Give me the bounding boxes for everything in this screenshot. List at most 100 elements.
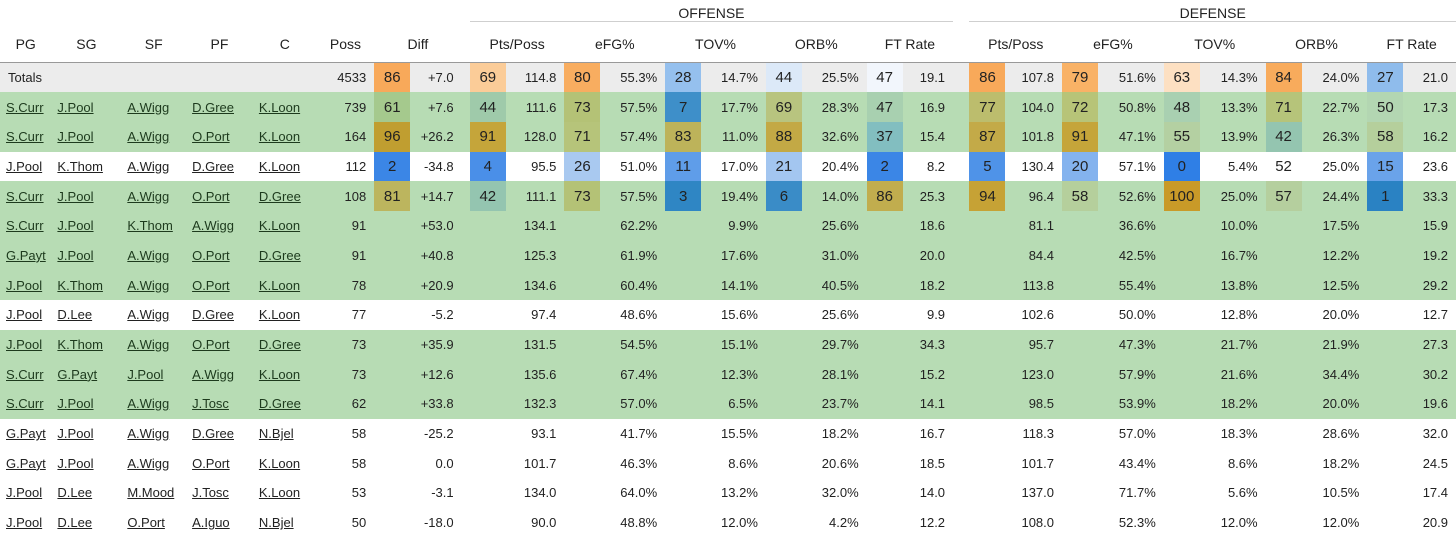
col-pf[interactable]: PF bbox=[186, 26, 253, 63]
player-link-pg[interactable]: J.Pool bbox=[0, 507, 52, 538]
player-link-sg[interactable]: D.Lee bbox=[51, 507, 122, 538]
lineup-row[interactable]: S.Curr J.Pool A.Wigg D.Gree K.Loon 739 61 +7.6 4… bbox=[0, 92, 1456, 122]
player-link-sf[interactable]: A.Wigg bbox=[121, 240, 187, 271]
player-link-sf[interactable]: A.Wigg bbox=[121, 92, 187, 122]
col-pg[interactable]: PG bbox=[0, 26, 52, 63]
player-link-pf[interactable]: J.Tosc bbox=[186, 478, 253, 508]
player-link-pg[interactable]: S.Curr bbox=[0, 389, 52, 419]
player-link-c[interactable]: K.Loon bbox=[252, 448, 317, 479]
player-link-sf[interactable]: K.Thom bbox=[121, 210, 187, 241]
col-diff[interactable]: Diff bbox=[374, 26, 462, 63]
player-link-pg[interactable]: S.Curr bbox=[0, 181, 52, 211]
player-link-sg[interactable]: K.Thom bbox=[51, 329, 122, 360]
col-def-pts[interactable]: Pts/Poss bbox=[969, 26, 1063, 63]
player-link-pg[interactable]: J.Pool bbox=[0, 270, 52, 300]
player-link-c[interactable]: D.Gree bbox=[252, 329, 317, 360]
player-link-c[interactable]: K.Loon bbox=[252, 210, 317, 241]
player-link-sg[interactable]: K.Thom bbox=[51, 151, 122, 182]
player-link-sg[interactable]: J.Pool bbox=[51, 181, 122, 211]
player-link-sg[interactable]: J.Pool bbox=[51, 418, 122, 449]
col-def-efg[interactable]: eFG% bbox=[1062, 26, 1164, 63]
player-link-sg[interactable]: J.Pool bbox=[51, 389, 122, 419]
player-link-pf[interactable]: O.Port bbox=[186, 448, 253, 479]
lineup-row[interactable]: G.Payt J.Pool A.Wigg D.Gree N.Bjel 58 -25.2 93.… bbox=[0, 418, 1456, 449]
player-link-c[interactable]: D.Gree bbox=[252, 240, 317, 271]
player-link-sf[interactable]: A.Wigg bbox=[121, 300, 187, 330]
player-link-sg[interactable]: K.Thom bbox=[51, 270, 122, 300]
player-link-sf[interactable]: A.Wigg bbox=[121, 389, 187, 419]
player-link-pf[interactable]: O.Port bbox=[186, 240, 253, 271]
player-link-c[interactable]: K.Loon bbox=[252, 121, 317, 152]
player-link-c[interactable]: K.Loon bbox=[252, 300, 317, 330]
col-def-orb[interactable]: ORB% bbox=[1265, 26, 1368, 63]
player-link-pf[interactable]: O.Port bbox=[186, 181, 253, 211]
player-link-pf[interactable]: A.Iguo bbox=[186, 507, 253, 538]
player-link-c[interactable]: K.Loon bbox=[252, 270, 317, 300]
col-def-ft[interactable]: FT Rate bbox=[1367, 26, 1456, 63]
player-link-c[interactable]: K.Loon bbox=[252, 478, 317, 508]
lineup-row[interactable]: S.Curr J.Pool K.Thom A.Wigg K.Loon 91 +53.0 134… bbox=[0, 210, 1456, 241]
player-link-c[interactable]: K.Loon bbox=[252, 92, 317, 122]
player-link-pf[interactable]: O.Port bbox=[186, 329, 253, 360]
player-link-sg[interactable]: D.Lee bbox=[51, 300, 122, 330]
player-link-sg[interactable]: G.Payt bbox=[51, 359, 122, 390]
player-link-pg[interactable]: S.Curr bbox=[0, 121, 52, 152]
player-link-sf[interactable]: A.Wigg bbox=[121, 329, 187, 360]
player-link-pf[interactable]: D.Gree bbox=[186, 92, 253, 122]
col-poss[interactable]: Poss bbox=[316, 26, 375, 63]
player-link-sf[interactable]: A.Wigg bbox=[121, 181, 187, 211]
player-link-pg[interactable]: J.Pool bbox=[0, 329, 52, 360]
player-link-c[interactable]: K.Loon bbox=[252, 151, 317, 182]
player-link-pg[interactable]: G.Payt bbox=[0, 418, 52, 449]
player-link-sf[interactable]: A.Wigg bbox=[121, 448, 187, 479]
player-link-pg[interactable]: J.Pool bbox=[0, 300, 52, 330]
col-c[interactable]: C bbox=[252, 26, 317, 63]
player-link-pf[interactable]: A.Wigg bbox=[186, 210, 253, 241]
player-link-pg[interactable]: S.Curr bbox=[0, 359, 52, 390]
player-link-sf[interactable]: A.Wigg bbox=[121, 418, 187, 449]
lineup-row[interactable]: S.Curr J.Pool A.Wigg O.Port D.Gree 108 81 +14.7… bbox=[0, 181, 1456, 211]
col-off-tov[interactable]: TOV% bbox=[665, 26, 766, 63]
player-link-pf[interactable]: O.Port bbox=[186, 121, 253, 152]
player-link-pg[interactable]: J.Pool bbox=[0, 151, 52, 182]
player-link-pf[interactable]: A.Wigg bbox=[186, 359, 253, 390]
player-link-sf[interactable]: J.Pool bbox=[121, 359, 187, 390]
player-link-pf[interactable]: D.Gree bbox=[186, 418, 253, 449]
player-link-sf[interactable]: A.Wigg bbox=[121, 121, 187, 152]
lineup-row[interactable]: J.Pool D.Lee M.Mood J.Tosc K.Loon 53 -3.1 134.0… bbox=[0, 478, 1456, 508]
lineup-row[interactable]: J.Pool K.Thom A.Wigg O.Port K.Loon 78 +20.9 134… bbox=[0, 270, 1456, 300]
lineup-row[interactable]: J.Pool D.Lee O.Port A.Iguo N.Bjel 50 -18.0 90.0… bbox=[0, 507, 1456, 538]
col-off-efg[interactable]: eFG% bbox=[564, 26, 666, 63]
lineup-row[interactable]: S.Curr J.Pool A.Wigg O.Port K.Loon 164 96 +26.2… bbox=[0, 121, 1456, 152]
player-link-pg[interactable]: S.Curr bbox=[0, 210, 52, 241]
player-link-sg[interactable]: J.Pool bbox=[51, 210, 122, 241]
player-link-c[interactable]: K.Loon bbox=[252, 359, 317, 390]
lineup-row[interactable]: J.Pool K.Thom A.Wigg D.Gree K.Loon 112 2 -34.8 4… bbox=[0, 151, 1456, 182]
player-link-c[interactable]: N.Bjel bbox=[252, 507, 317, 538]
player-link-sg[interactable]: J.Pool bbox=[51, 240, 122, 271]
col-sf[interactable]: SF bbox=[121, 26, 187, 63]
lineup-row[interactable]: J.Pool D.Lee A.Wigg D.Gree K.Loon 77 -5.2 97.4 4… bbox=[0, 300, 1456, 330]
col-off-ft[interactable]: FT Rate bbox=[866, 26, 954, 63]
col-def-tov[interactable]: TOV% bbox=[1163, 26, 1266, 63]
player-link-c[interactable]: D.Gree bbox=[252, 389, 317, 419]
lineup-row[interactable]: J.Pool K.Thom A.Wigg O.Port D.Gree 73 +35.9 131… bbox=[0, 329, 1456, 360]
player-link-sf[interactable]: M.Mood bbox=[121, 478, 187, 508]
lineup-row[interactable]: S.Curr J.Pool A.Wigg J.Tosc D.Gree 62 +33.8 132… bbox=[0, 389, 1456, 419]
player-link-sf[interactable]: A.Wigg bbox=[121, 270, 187, 300]
player-link-sf[interactable]: A.Wigg bbox=[121, 151, 187, 182]
player-link-pf[interactable]: D.Gree bbox=[186, 151, 253, 182]
player-link-sg[interactable]: J.Pool bbox=[51, 121, 122, 152]
player-link-pg[interactable]: S.Curr bbox=[0, 92, 52, 122]
player-link-sg[interactable]: J.Pool bbox=[51, 448, 122, 479]
player-link-sg[interactable]: J.Pool bbox=[51, 92, 122, 122]
lineup-row[interactable]: G.Payt J.Pool A.Wigg O.Port D.Gree 91 +40.8 125… bbox=[0, 240, 1456, 271]
player-link-pf[interactable]: O.Port bbox=[186, 270, 253, 300]
player-link-pg[interactable]: J.Pool bbox=[0, 478, 52, 508]
player-link-pg[interactable]: G.Payt bbox=[0, 240, 52, 271]
player-link-c[interactable]: N.Bjel bbox=[252, 418, 317, 449]
player-link-sg[interactable]: D.Lee bbox=[51, 478, 122, 508]
player-link-pg[interactable]: G.Payt bbox=[0, 448, 52, 479]
player-link-pf[interactable]: J.Tosc bbox=[186, 389, 253, 419]
col-sg[interactable]: SG bbox=[51, 26, 122, 63]
